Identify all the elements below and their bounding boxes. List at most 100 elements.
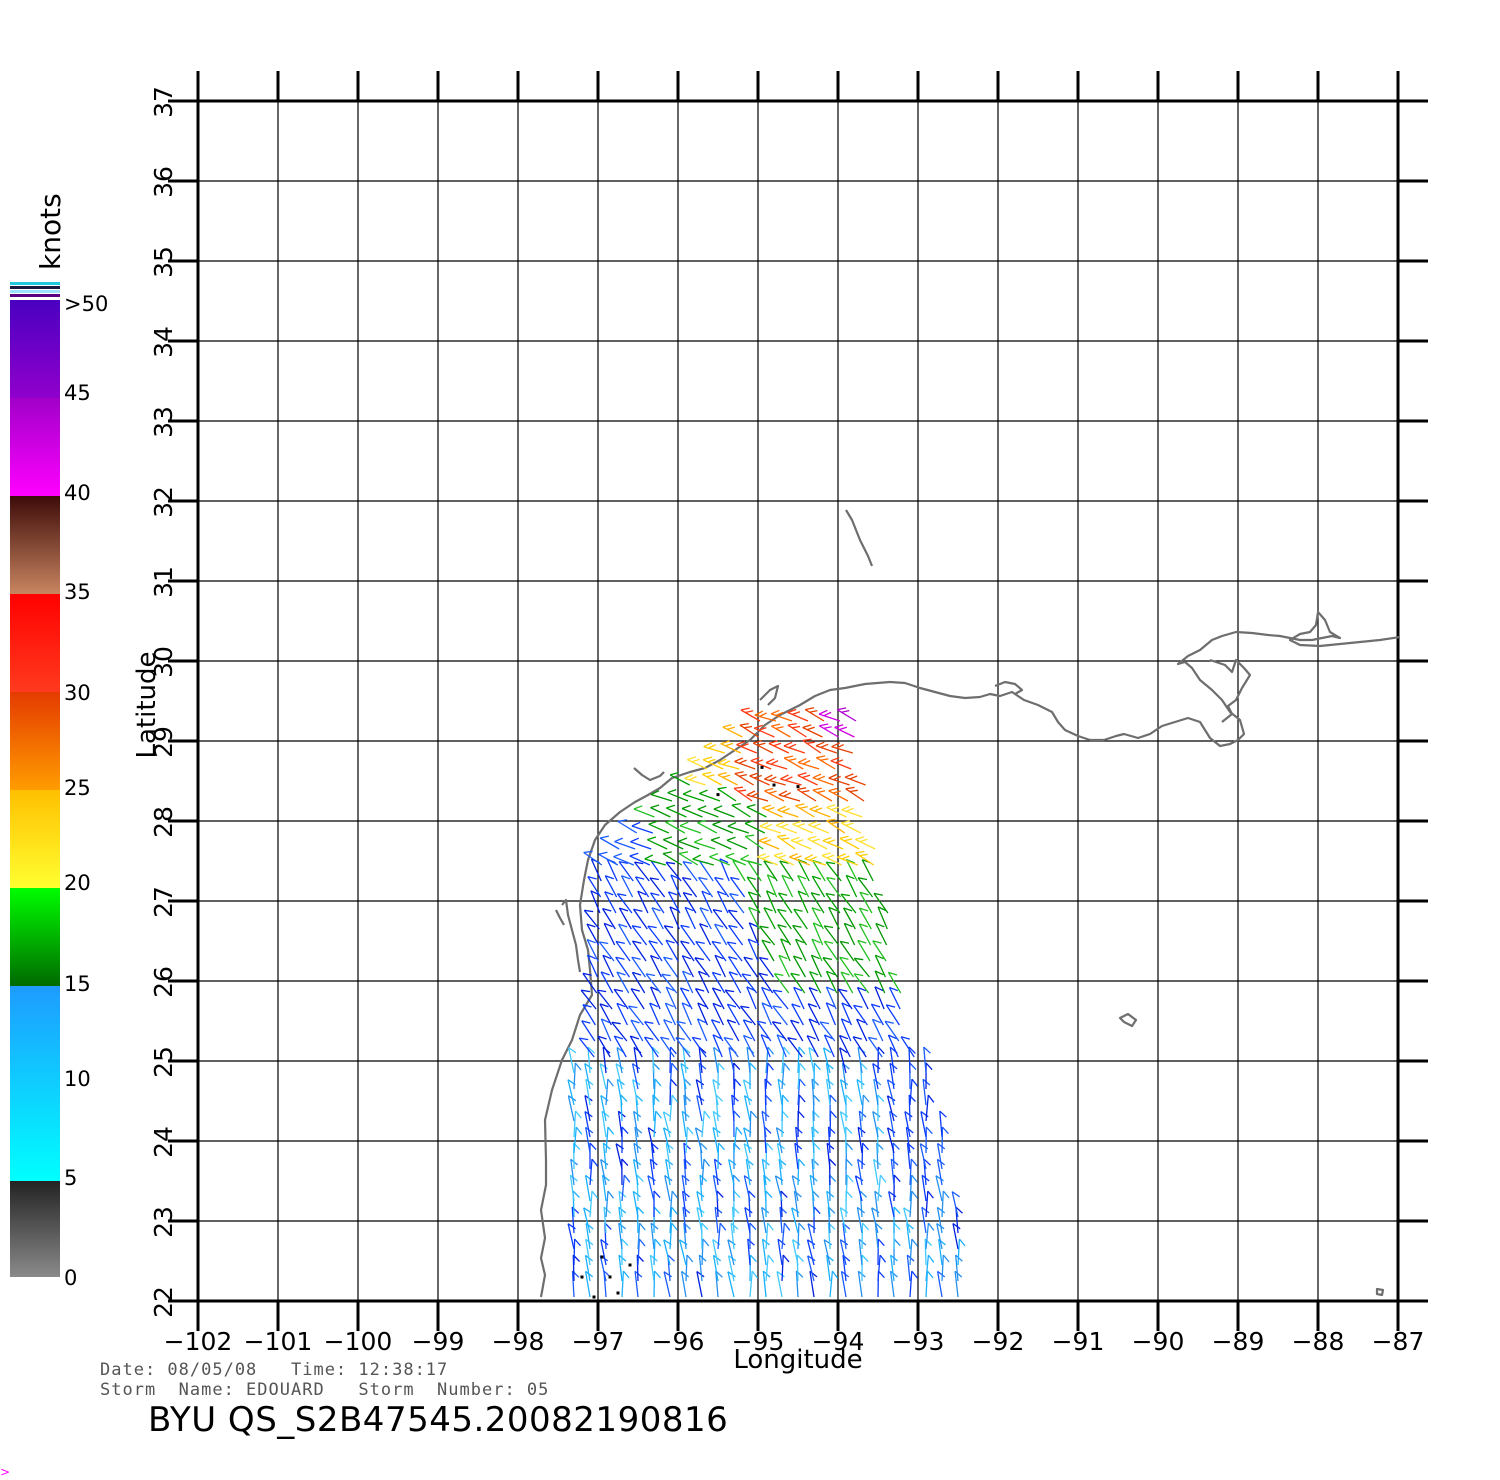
wind-barb-feather bbox=[875, 954, 884, 960]
wind-barb-feather bbox=[663, 836, 673, 841]
wind-barb bbox=[699, 792, 721, 802]
wind-barb bbox=[858, 907, 872, 930]
wind-barb bbox=[772, 989, 789, 1010]
wind-barb bbox=[743, 956, 758, 978]
wind-barb bbox=[810, 954, 822, 978]
wind-barb-feather bbox=[843, 907, 853, 912]
wind-barb-feather bbox=[846, 807, 854, 812]
wind-barb-feather bbox=[761, 986, 771, 992]
wind-barb-feather bbox=[616, 1002, 626, 1008]
wind-barb-feather bbox=[761, 939, 771, 944]
wind-barb bbox=[870, 1003, 884, 1026]
wind-barb-feather bbox=[681, 1270, 690, 1278]
reef-island bbox=[1118, 1012, 1138, 1028]
wind-barb bbox=[644, 1021, 660, 1042]
wind-barb bbox=[649, 877, 666, 898]
wind-barb bbox=[633, 1143, 639, 1170]
wind-barb-feather bbox=[686, 1254, 694, 1263]
wind-barb-feather bbox=[603, 1206, 612, 1214]
wind-barb-feather bbox=[830, 806, 839, 811]
wind-barb-feather bbox=[585, 1078, 594, 1086]
wind-barb bbox=[777, 1239, 783, 1266]
wind-barb bbox=[804, 709, 825, 722]
wind-barb bbox=[682, 970, 694, 994]
wind-barb-feather bbox=[728, 924, 738, 929]
wind-barb-feather bbox=[614, 988, 624, 992]
wind-barb-feather bbox=[766, 890, 775, 896]
wind-barb bbox=[839, 941, 855, 962]
wind-barb-feather bbox=[820, 758, 829, 761]
wind-barb bbox=[667, 891, 681, 914]
wind-barb-feather bbox=[614, 837, 624, 843]
wind-barb bbox=[739, 1005, 756, 1026]
wind-barb bbox=[681, 955, 694, 978]
wind-barb-feather bbox=[621, 1158, 629, 1167]
wind-barb-feather bbox=[826, 876, 836, 880]
wind-barb-feather bbox=[951, 1191, 960, 1198]
wind-barb-feather bbox=[699, 789, 708, 795]
wind-barb bbox=[797, 1222, 800, 1250]
wind-barb bbox=[669, 906, 680, 930]
wind-barb-feather bbox=[777, 1238, 786, 1246]
wind-barb bbox=[792, 955, 806, 978]
wind-barb bbox=[810, 892, 825, 914]
wind-barb-feather bbox=[840, 1079, 849, 1086]
wind-barb-feather bbox=[862, 1222, 869, 1231]
wind-barb bbox=[615, 1063, 623, 1090]
flag-point bbox=[628, 1263, 632, 1267]
wind-barb bbox=[843, 923, 856, 946]
wind-barb-feather bbox=[631, 956, 641, 960]
wind-barb-feather bbox=[568, 1047, 577, 1054]
wind-barb bbox=[653, 1078, 656, 1106]
wind-barb-feather bbox=[887, 1127, 896, 1134]
wind-barb-feather bbox=[633, 805, 643, 810]
wind-barb bbox=[793, 908, 808, 930]
wind-barb-feather bbox=[802, 738, 812, 742]
wind-barb bbox=[936, 1143, 943, 1170]
lat-tick-label: 33 bbox=[149, 406, 178, 438]
wind-barb-feather bbox=[710, 836, 720, 841]
wind-barb bbox=[858, 923, 872, 946]
wind-barb bbox=[922, 1079, 927, 1106]
wind-barb bbox=[701, 1238, 704, 1266]
wind-barb-feather bbox=[775, 711, 784, 717]
wind-barb bbox=[936, 1207, 943, 1234]
wind-barb bbox=[830, 760, 852, 770]
wind-barb bbox=[766, 874, 778, 898]
wind-barb-feather bbox=[712, 1002, 722, 1008]
wind-barb-feather bbox=[844, 838, 853, 842]
wind-barb bbox=[719, 858, 730, 882]
wind-barb-feather bbox=[696, 1270, 705, 1278]
wind-barb bbox=[687, 759, 708, 770]
wind-barb bbox=[827, 1126, 831, 1154]
wind-barb bbox=[739, 724, 759, 738]
wind-barb bbox=[887, 1034, 899, 1058]
wind-barb-feather bbox=[649, 877, 659, 881]
wind-barb bbox=[733, 1127, 738, 1154]
wind-barb bbox=[825, 971, 838, 994]
wind-barb bbox=[598, 941, 615, 962]
wind-barb bbox=[779, 860, 794, 882]
wind-barb bbox=[831, 746, 853, 754]
wind-barb-feather bbox=[758, 836, 768, 842]
wind-barb-feather bbox=[586, 923, 596, 928]
wind-barb-feather bbox=[671, 1094, 679, 1103]
wind-barb bbox=[663, 1239, 671, 1266]
wind-barb-feather bbox=[739, 722, 749, 726]
wind-barb-feather bbox=[826, 970, 836, 976]
wind-barb bbox=[807, 838, 828, 850]
wind-barb-feather bbox=[598, 851, 608, 855]
wind-barb bbox=[701, 1159, 705, 1186]
wind-barb-feather bbox=[615, 956, 625, 960]
wind-barb bbox=[861, 1094, 864, 1122]
lon-tick-label: −94 bbox=[812, 1327, 865, 1356]
wind-barb-feather bbox=[939, 1110, 947, 1118]
wind-barb bbox=[580, 989, 597, 1010]
wind-barb bbox=[599, 837, 620, 850]
wind-barb bbox=[797, 1094, 800, 1122]
wind-barb bbox=[761, 939, 775, 962]
wind-barb-feather bbox=[727, 821, 737, 827]
wind-barb bbox=[828, 790, 849, 802]
wind-barb-feather bbox=[678, 837, 688, 843]
